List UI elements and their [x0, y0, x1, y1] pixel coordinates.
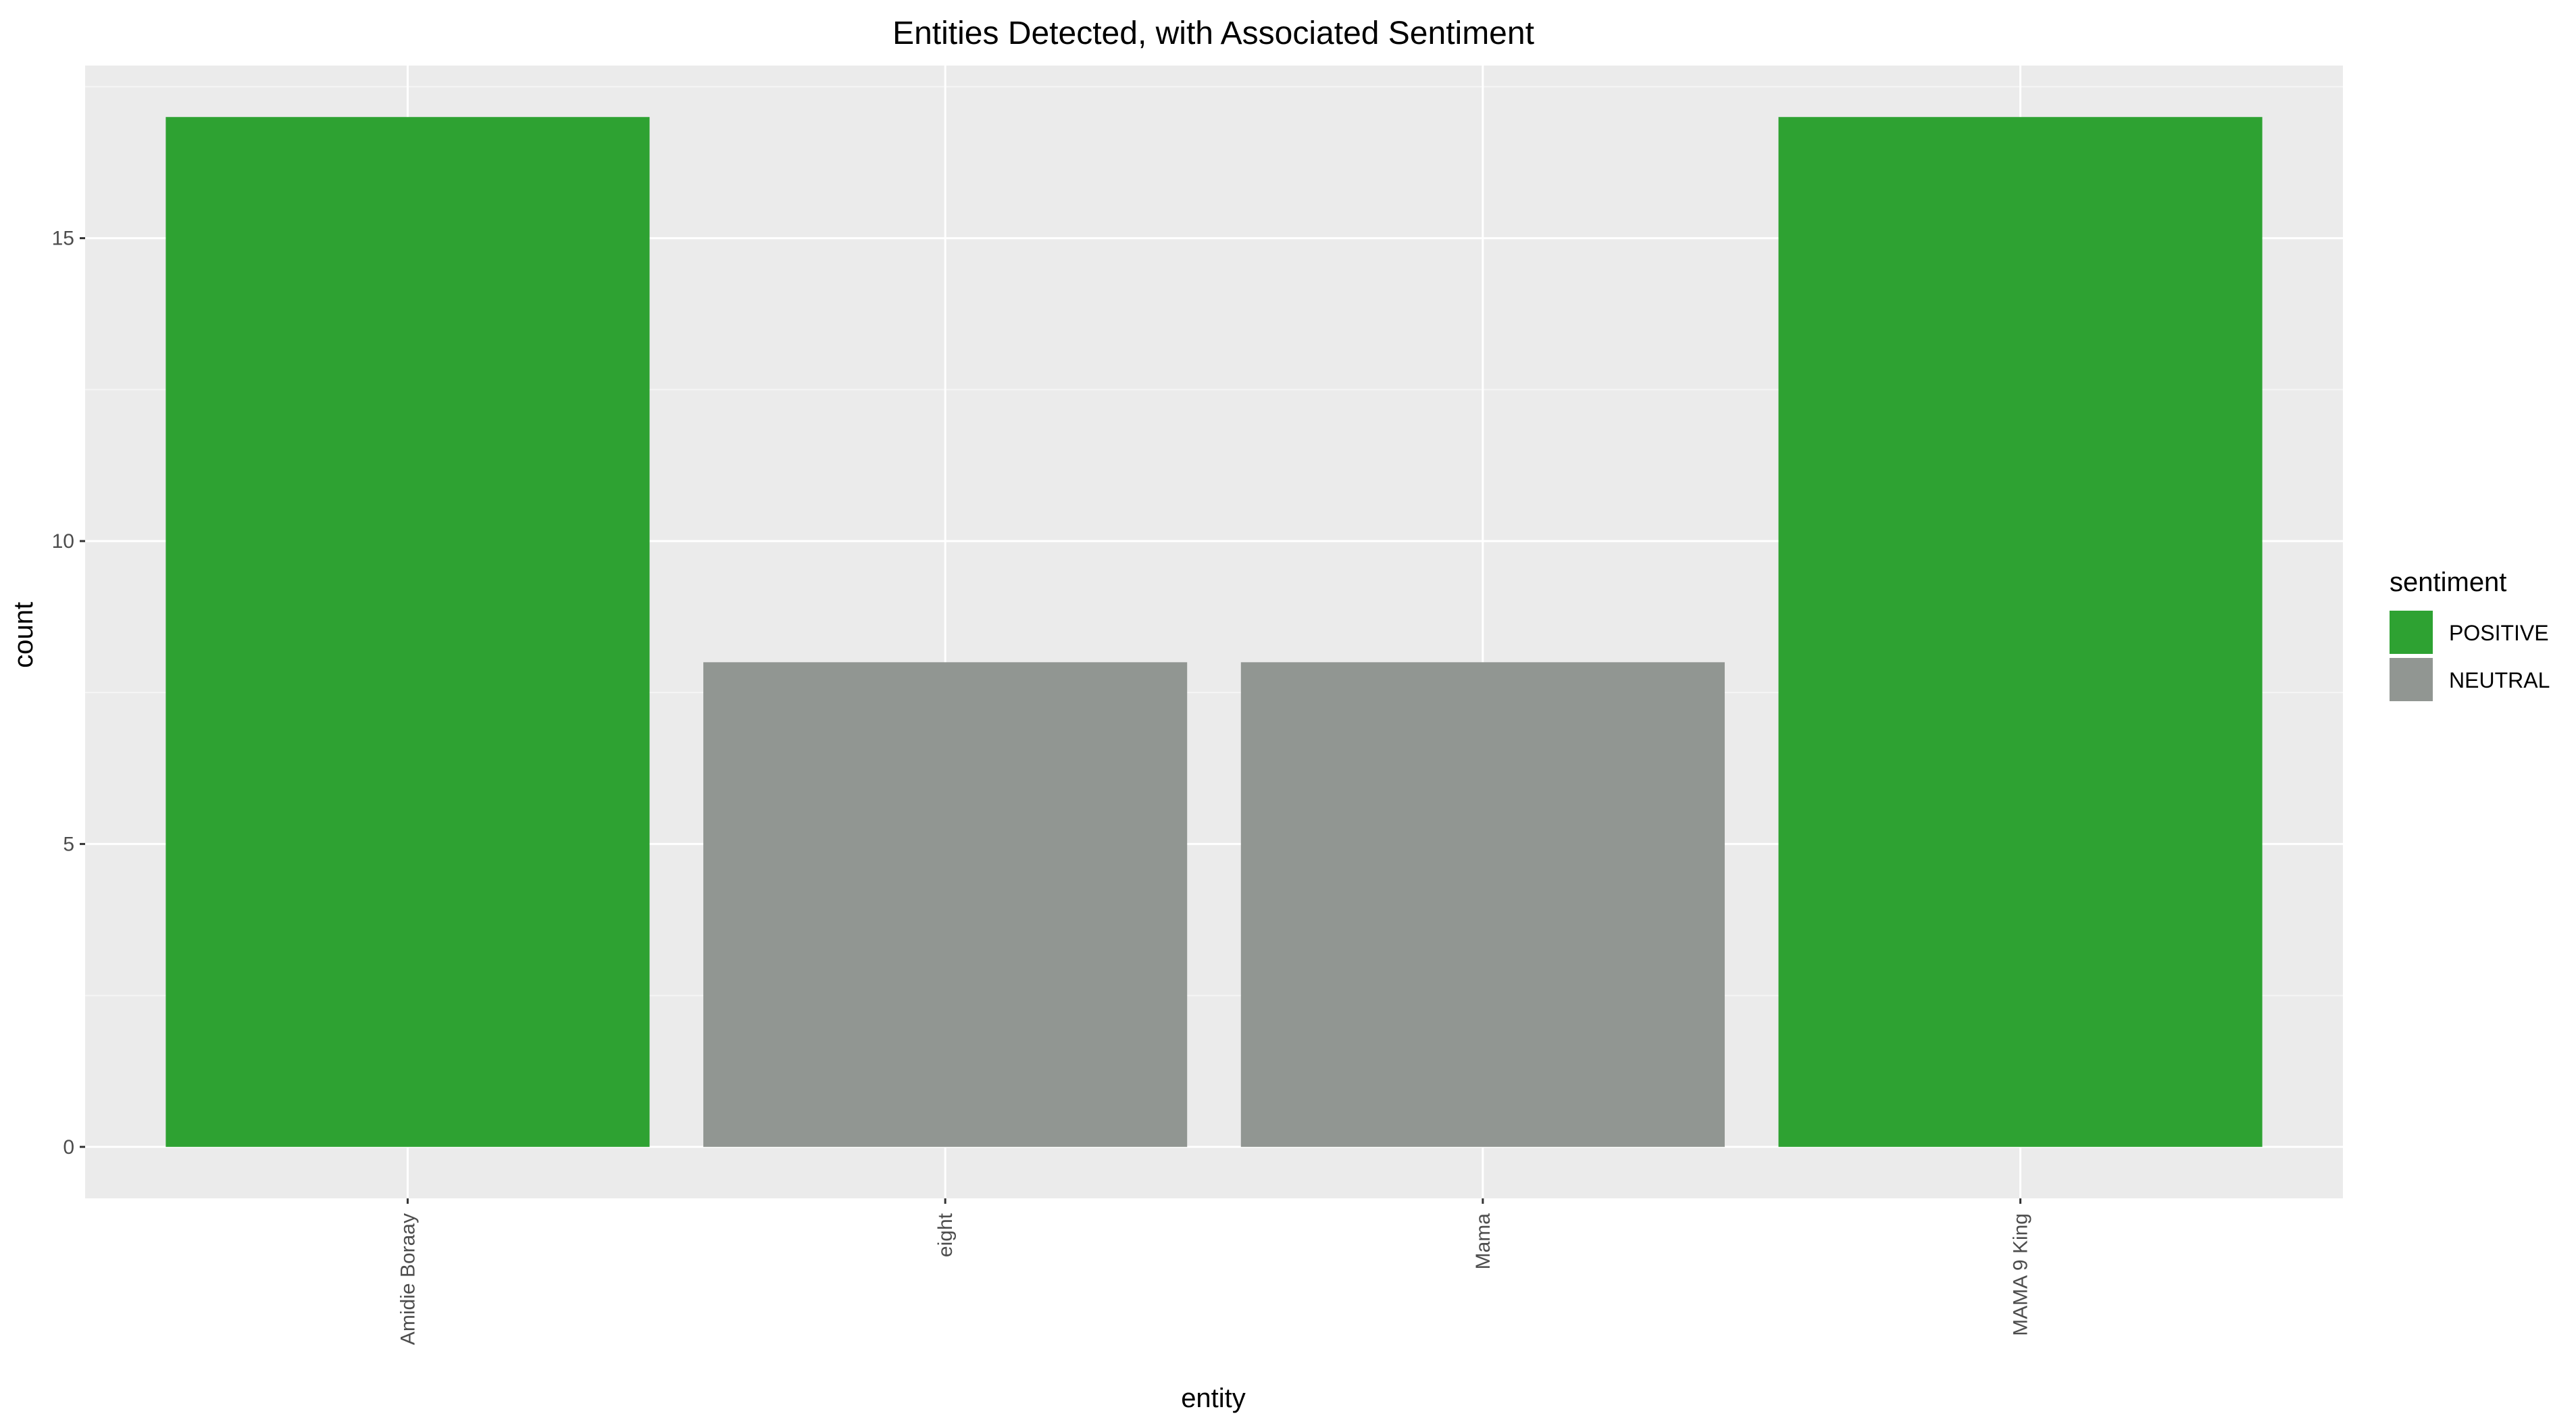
chart-title: Entities Detected, with Associated Senti… — [892, 16, 1534, 51]
y-axis: 0 5 10 15 — [52, 228, 85, 1159]
bar-mama-9-king — [1778, 117, 2263, 1147]
bar-amidie-boraay — [166, 117, 650, 1147]
legend-label-positive: POSITIVE — [2449, 621, 2549, 645]
y-axis-title: count — [9, 602, 39, 668]
legend-key-positive — [2390, 611, 2433, 654]
y-tick-label: 15 — [52, 228, 74, 250]
bar-mama — [1240, 662, 1725, 1147]
x-axis: Amidie Boraay eight Mama MAMA 9 King — [397, 1198, 2032, 1345]
x-axis-title: entity — [1181, 1383, 1246, 1413]
y-tick-label: 10 — [52, 530, 74, 553]
legend-key-neutral — [2390, 658, 2433, 701]
y-tick-label: 0 — [63, 1136, 74, 1159]
x-tick-label: Mama — [1472, 1213, 1494, 1270]
y-tick-label: 5 — [63, 833, 74, 855]
x-tick-label: eight — [934, 1213, 957, 1257]
x-tick-label: Amidie Boraay — [397, 1213, 419, 1345]
x-tick-label: MAMA 9 King — [2010, 1213, 2032, 1336]
legend-title: sentiment — [2390, 567, 2506, 597]
legend-label-neutral: NEUTRAL — [2449, 668, 2550, 692]
bars-group — [166, 117, 2263, 1147]
legend-entries: POSITIVE NEUTRAL — [2390, 611, 2550, 701]
legend: sentiment POSITIVE NEUTRAL — [2390, 567, 2550, 701]
bar-eight — [703, 662, 1188, 1147]
